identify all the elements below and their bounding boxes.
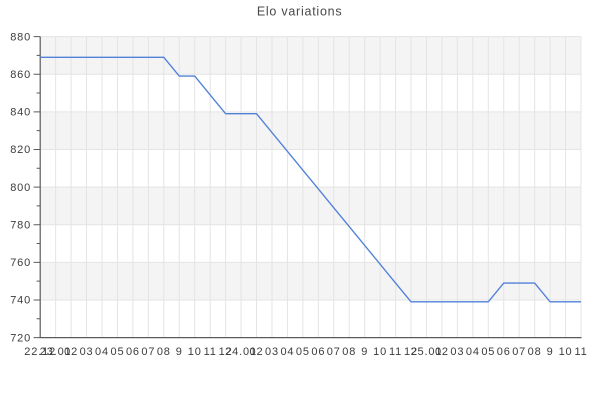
svg-text:07: 07 xyxy=(141,346,155,358)
svg-text:11: 11 xyxy=(204,346,217,358)
svg-text:03: 03 xyxy=(450,346,464,358)
svg-text:03: 03 xyxy=(80,346,94,358)
svg-text:06: 06 xyxy=(126,346,140,358)
svg-text:06: 06 xyxy=(311,346,325,358)
svg-text:22.12: 22.12 xyxy=(24,346,56,358)
svg-text:800: 800 xyxy=(10,182,31,194)
svg-text:03: 03 xyxy=(265,346,279,358)
svg-text:9: 9 xyxy=(176,346,183,358)
svg-text:860: 860 xyxy=(10,69,31,81)
svg-text:760: 760 xyxy=(10,257,31,269)
svg-text:Elo variations: Elo variations xyxy=(257,5,343,19)
svg-text:04: 04 xyxy=(95,346,109,358)
svg-text:740: 740 xyxy=(10,295,31,307)
svg-text:06: 06 xyxy=(497,346,511,358)
svg-text:880: 880 xyxy=(10,31,31,43)
svg-text:11: 11 xyxy=(389,346,402,358)
svg-text:05: 05 xyxy=(481,346,495,358)
svg-text:04: 04 xyxy=(466,346,480,358)
svg-text:24.01: 24.01 xyxy=(225,346,257,358)
svg-text:05: 05 xyxy=(110,346,124,358)
svg-text:10: 10 xyxy=(373,346,387,358)
svg-text:02: 02 xyxy=(250,346,264,358)
svg-text:840: 840 xyxy=(10,107,31,119)
svg-text:05: 05 xyxy=(296,346,310,358)
svg-text:02: 02 xyxy=(64,346,78,358)
svg-text:780: 780 xyxy=(10,219,31,231)
svg-text:23.01: 23.01 xyxy=(40,346,72,358)
svg-text:08: 08 xyxy=(157,346,171,358)
svg-text:07: 07 xyxy=(327,346,341,358)
svg-text:02: 02 xyxy=(435,346,449,358)
svg-text:9: 9 xyxy=(547,346,554,358)
svg-text:11: 11 xyxy=(574,346,587,358)
svg-text:25.01: 25.01 xyxy=(411,346,443,358)
svg-text:04: 04 xyxy=(280,346,294,358)
svg-text:720: 720 xyxy=(10,332,31,344)
svg-text:820: 820 xyxy=(10,144,31,156)
svg-text:10: 10 xyxy=(559,346,573,358)
svg-text:12: 12 xyxy=(219,346,233,358)
svg-text:08: 08 xyxy=(342,346,356,358)
svg-text:10: 10 xyxy=(188,346,202,358)
svg-text:08: 08 xyxy=(528,346,542,358)
svg-text:07: 07 xyxy=(512,346,526,358)
svg-text:9: 9 xyxy=(361,346,368,358)
svg-text:12: 12 xyxy=(404,346,418,358)
